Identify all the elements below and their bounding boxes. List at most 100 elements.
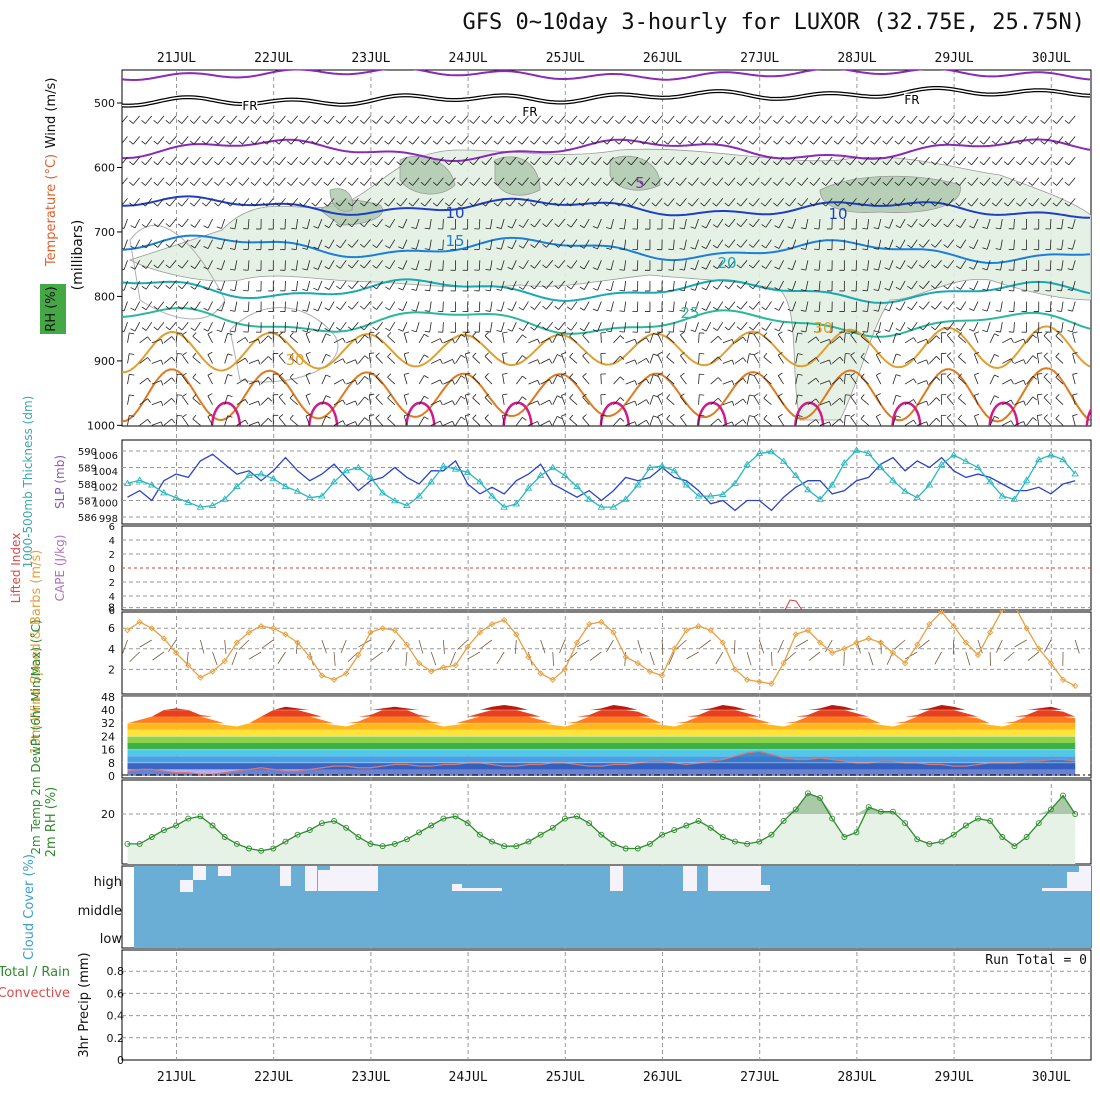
wind-barb	[505, 136, 517, 145]
wind-barb	[153, 321, 165, 331]
wind-barb	[845, 177, 857, 186]
wind-barb	[462, 301, 469, 312]
wind-barb	[396, 177, 408, 186]
wind-barb	[943, 115, 955, 124]
wind-barb	[139, 419, 151, 426]
wind-barb	[807, 357, 820, 364]
rh-point	[817, 794, 823, 801]
rh-point	[525, 838, 532, 845]
wind10-point	[403, 641, 411, 648]
isotherm-label: 20	[717, 254, 736, 272]
rh-point	[841, 834, 848, 840]
rh-point	[501, 843, 508, 850]
wind-barb	[335, 136, 347, 145]
wind-barb	[929, 356, 941, 364]
wind-barb	[1067, 301, 1076, 312]
rh2m-axis-title: 2m RH (%)	[44, 787, 59, 858]
wind-barb	[305, 372, 311, 385]
wind-barb	[679, 239, 687, 250]
wind-barb	[324, 301, 335, 311]
wind-barb	[666, 414, 675, 426]
wind-barb	[979, 156, 991, 166]
slp-point	[1047, 451, 1055, 458]
wind-barb	[260, 397, 273, 406]
wind10-point	[148, 625, 155, 632]
wind-barb	[929, 376, 941, 385]
wind-barb	[982, 218, 991, 229]
wind-barb	[602, 156, 614, 166]
wind-barb	[464, 414, 471, 426]
rh-point	[1047, 806, 1054, 813]
run-total-label: Run Total = 0	[985, 953, 1087, 968]
wind-barb	[862, 239, 870, 251]
wind-barb	[1028, 136, 1040, 145]
wind-barb	[141, 156, 153, 166]
wind-barb	[956, 301, 967, 311]
wind-barb	[773, 115, 784, 124]
wind-barb	[795, 394, 803, 405]
wind-barb	[130, 218, 141, 229]
wind-barb	[289, 394, 298, 406]
rh-point	[355, 834, 362, 840]
frame-temp2m	[121, 695, 1092, 779]
rh-point	[549, 824, 556, 831]
wind-barb	[724, 239, 736, 248]
wind-barb	[1021, 219, 1027, 230]
wind-barb	[542, 239, 554, 248]
wind-barb	[360, 301, 371, 310]
wind-barb	[931, 301, 942, 310]
wind-barb	[821, 115, 833, 124]
wind-barb	[943, 260, 955, 269]
wind-barb	[311, 156, 323, 166]
wind-barb	[431, 358, 443, 364]
wind-barb	[280, 280, 286, 292]
wind-barb	[358, 376, 369, 385]
slp-point	[451, 465, 460, 472]
wind-barb	[931, 218, 942, 228]
rh-point	[561, 815, 568, 822]
wind-barb	[177, 260, 189, 269]
wind-barb	[760, 177, 772, 186]
wind-barb	[701, 301, 712, 311]
wind-barb	[360, 239, 371, 248]
wind-barb	[746, 373, 755, 385]
wind-barb	[656, 280, 663, 292]
wind-barb	[724, 156, 736, 166]
wind-barb	[894, 198, 906, 207]
rh-point	[331, 817, 337, 824]
rh-point	[756, 838, 763, 845]
rh-point	[489, 838, 495, 845]
wind10-point	[598, 618, 605, 626]
wind-barb	[807, 336, 820, 344]
wind-barb	[1056, 301, 1064, 312]
wind-barb	[819, 421, 832, 426]
wind-barb	[592, 260, 602, 270]
wind-barb	[496, 239, 505, 250]
wind-barb	[821, 198, 833, 207]
date-label-bottom: 30JUL	[1032, 1070, 1071, 1085]
wind-barb	[773, 198, 784, 207]
wind-barb	[785, 115, 797, 124]
wind-barb	[774, 301, 784, 311]
wind-barb	[129, 136, 140, 145]
isotherm	[122, 367, 1091, 423]
wind-barb	[190, 301, 201, 311]
wind-barb	[1008, 260, 1015, 271]
temp-band	[127, 743, 1076, 750]
wind-barb	[602, 115, 614, 124]
wind-barb	[443, 400, 455, 406]
wind-barb	[530, 280, 541, 290]
wind-barb	[333, 337, 346, 344]
wind10-barb	[387, 639, 396, 653]
wind-barb	[906, 115, 918, 124]
wind-barb	[680, 331, 687, 344]
wind-barb	[375, 414, 383, 426]
wind-barb	[858, 136, 869, 145]
wind-barb	[224, 332, 233, 343]
temp-tick: 32	[101, 717, 115, 730]
slp-tick: 1006	[93, 451, 118, 462]
precip-tick: 0	[117, 1054, 124, 1067]
wind-barb	[287, 156, 298, 166]
wind-barb	[627, 198, 639, 207]
wind-barb	[1002, 399, 1014, 406]
